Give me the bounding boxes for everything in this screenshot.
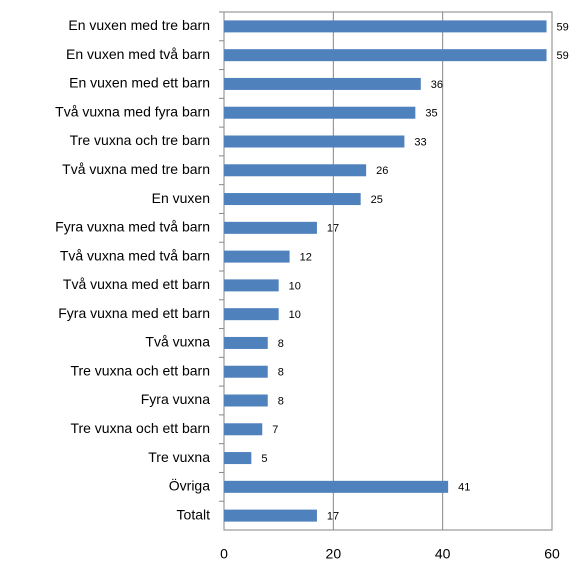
bar [224, 193, 361, 206]
value-label: 26 [376, 165, 388, 177]
bar [224, 106, 416, 119]
x-tick-label: 0 [220, 546, 228, 562]
bar [224, 308, 279, 321]
bar [224, 480, 449, 493]
bar [224, 336, 268, 349]
y-tick-label: Två vuxna med ett barn [63, 276, 210, 292]
bar [224, 49, 547, 62]
y-tick-label: Fyra vuxna med ett barn [58, 305, 210, 321]
bar [224, 20, 547, 33]
value-label: 35 [425, 108, 437, 120]
value-label: 25 [371, 194, 383, 206]
y-tick-label: En vuxen med två barn [66, 46, 210, 62]
bar [224, 135, 405, 148]
value-label: 59 [557, 21, 569, 33]
y-tick-label: Två vuxna med fyra barn [55, 103, 210, 119]
y-tick-label: Totalt [177, 506, 211, 522]
y-tick-label: Tre vuxna och tre barn [70, 132, 210, 148]
bar [224, 365, 268, 378]
value-label: 41 [458, 482, 470, 494]
value-label: 10 [289, 309, 301, 321]
y-tick-label: Tre vuxna och ett barn [70, 420, 210, 436]
value-label: 8 [278, 367, 284, 379]
value-label: 17 [327, 511, 339, 523]
value-label: 7 [272, 424, 278, 436]
value-label: 36 [431, 79, 443, 91]
bar [224, 250, 290, 263]
x-tick-label: 40 [435, 546, 451, 562]
bar [224, 77, 421, 90]
y-tick-label: En vuxen med tre barn [68, 17, 210, 33]
value-label: 10 [289, 280, 301, 292]
bar [224, 164, 367, 177]
y-tick-label: Övriga [169, 477, 210, 494]
bar [224, 509, 317, 522]
y-tick-label: Fyra vuxna med två barn [55, 219, 210, 235]
y-tick-label: Fyra vuxna [141, 391, 210, 407]
y-tick-label: En vuxen med ett barn [69, 75, 210, 91]
bar [224, 394, 268, 407]
x-tick-label: 20 [326, 546, 342, 562]
value-label: 8 [278, 338, 284, 350]
value-label: 33 [414, 136, 426, 148]
value-label: 59 [557, 50, 569, 62]
x-tick-label: 60 [544, 546, 560, 562]
bar [224, 423, 263, 436]
y-tick-label: Tre vuxna [148, 449, 210, 465]
y-tick-label: Två vuxna med två barn [60, 247, 210, 263]
y-tick-label: En vuxen [152, 190, 210, 206]
y-tick-label: Två vuxna [145, 334, 210, 350]
bar [224, 221, 317, 234]
y-tick-label: Tre vuxna och ett barn [70, 362, 210, 378]
value-label: 8 [278, 395, 284, 407]
bar [224, 452, 252, 465]
y-tick-label: Två vuxna med tre barn [62, 161, 210, 177]
bar [224, 279, 279, 292]
value-label: 5 [261, 453, 267, 465]
value-label: 12 [300, 252, 312, 264]
value-label: 17 [327, 223, 339, 235]
